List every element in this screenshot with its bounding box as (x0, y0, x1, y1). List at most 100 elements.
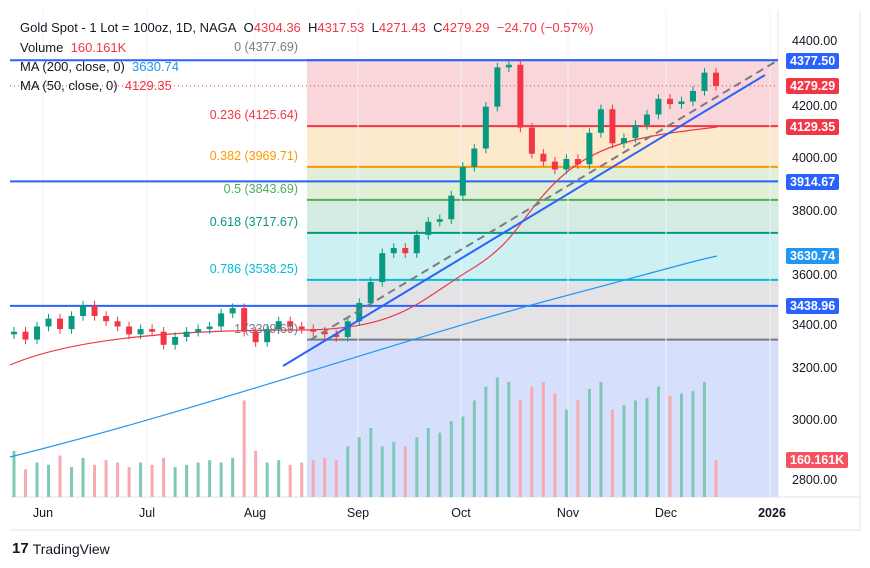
volume-bar (415, 437, 419, 497)
low-value: 4271.43 (378, 20, 426, 35)
volume-legend[interactable]: Volume 160.161K (20, 40, 126, 55)
x-tick: Nov (556, 506, 580, 520)
price-label-3914: 3914.67 (786, 174, 840, 190)
candle-body (540, 153, 547, 162)
y-tick: 2800.00 (792, 473, 838, 487)
volume-bar (403, 446, 407, 497)
volume-bar (196, 462, 200, 497)
fib-label-0382: 0.382 (3969.71) (209, 149, 298, 163)
volume-bar (472, 400, 476, 497)
y-tick: 3000.00 (792, 413, 838, 427)
support-trendline (282, 74, 766, 367)
symbol-legend: Gold Spot - 1 Lot = 100oz, 1D, NAGA O430… (20, 20, 594, 35)
candle-body (574, 159, 581, 165)
open-value: 4304.36 (253, 20, 301, 35)
logo-text: TradingView (32, 540, 110, 557)
volume-bar (173, 467, 177, 497)
volume-bar (24, 469, 28, 497)
candle-body (459, 166, 466, 196)
volume-bar (679, 393, 683, 497)
candle-body (22, 331, 29, 340)
volume-bar (668, 395, 672, 497)
candle-body (701, 72, 708, 91)
candle-body (137, 329, 144, 335)
candle-body (390, 247, 397, 254)
volume-bar (518, 400, 522, 497)
candle-body (321, 331, 328, 335)
volume-bar (208, 460, 212, 497)
fib-label-0786: 0.786 (3538.25) (209, 262, 298, 276)
volume-bar (691, 391, 695, 497)
ma50-value: 4129.35 (124, 78, 172, 93)
volume-bar (35, 462, 39, 497)
tradingview-logo[interactable]: 17 TradingView (12, 540, 110, 557)
symbol-title: Gold Spot - 1 Lot = 100oz, 1D, NAGA (20, 20, 237, 35)
candle-body (195, 329, 202, 332)
y-tick: 4000.00 (792, 151, 838, 165)
x-tick: Aug (243, 506, 267, 520)
volume-bar (93, 464, 97, 497)
candle-body (252, 331, 259, 343)
ma200-legend[interactable]: MA (200, close, 0) 3630.74 (20, 59, 179, 74)
candle-body (57, 318, 64, 330)
y-tick: 3600.00 (792, 268, 838, 282)
volume-bar (645, 398, 649, 497)
fib-label-0: 0 (4377.69) (234, 40, 298, 54)
volume-bar (553, 393, 557, 497)
candle-body (206, 326, 213, 330)
candle-body (551, 161, 558, 170)
volume-bar (656, 386, 660, 497)
x-tick: Oct (451, 506, 471, 520)
volume-bar (231, 457, 235, 497)
fib-zone (307, 199, 778, 233)
volume-bar (81, 457, 85, 497)
candle-body (713, 72, 719, 86)
volume-bar (622, 405, 626, 497)
candle-body (563, 159, 570, 170)
high-label: H (308, 20, 318, 35)
fib-zone (307, 60, 778, 127)
volume-bar (530, 386, 534, 497)
candle-body (287, 321, 294, 327)
volume-bar (714, 460, 718, 497)
fib-zone (307, 232, 778, 280)
open-label: O (243, 20, 254, 35)
volume-bar (311, 460, 315, 497)
candle-body (620, 138, 627, 144)
tradingview-logo-icon: 17 (12, 540, 29, 557)
candle-body (80, 305, 87, 317)
candle-body (229, 308, 236, 314)
candle-body (528, 127, 535, 154)
candle-body (689, 90, 696, 102)
candle-body (34, 326, 41, 340)
volume-bar (461, 416, 465, 497)
volume-bar (104, 460, 108, 497)
ma50-label: MA (50, close, 0) (20, 78, 118, 93)
volume-bar (254, 451, 258, 497)
candle-body (505, 64, 512, 68)
candle-body (103, 316, 110, 322)
volume-bar (300, 462, 304, 497)
volume-bar (369, 428, 373, 497)
fib-label-0236: 0.236 (4125.64) (209, 108, 298, 122)
candle-body (379, 253, 386, 282)
candle-body (666, 98, 673, 105)
ma200-line (9, 255, 718, 458)
volume-bar (599, 382, 603, 497)
ma50-legend[interactable]: MA (50, close, 0) 4129.35 (20, 78, 172, 93)
volume-bar (576, 400, 580, 497)
candle-body (183, 331, 190, 337)
price-label-4377: 4377.50 (786, 53, 840, 69)
volume-bar (242, 400, 246, 497)
volume-bar (449, 421, 453, 497)
candle-body (275, 321, 282, 330)
candle-body (149, 329, 156, 332)
volume-bar (219, 462, 223, 497)
y-tick: 3800.00 (792, 204, 838, 218)
ma200-value: 3630.74 (132, 59, 180, 74)
volume-bar (380, 446, 384, 497)
fib-label-0618: 0.618 (3717.67) (209, 215, 298, 229)
volume-bar (564, 409, 568, 497)
